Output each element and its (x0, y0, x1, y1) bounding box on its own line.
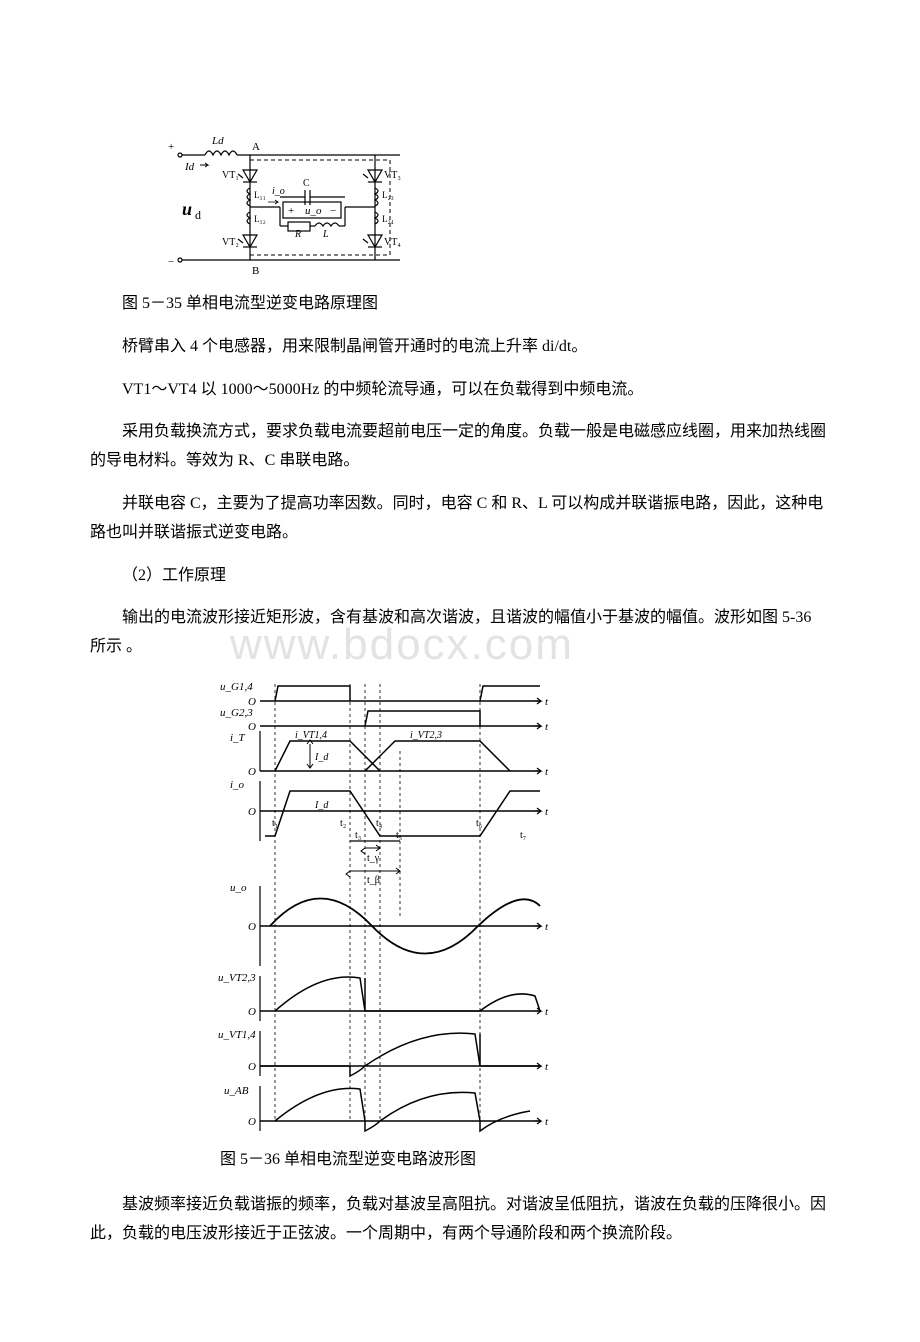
svg-text:i_VT1,4: i_VT1,4 (295, 730, 327, 741)
svg-text:I_d: I_d (314, 752, 329, 763)
svg-text:+: + (288, 205, 294, 217)
svg-text:t₇: t₇ (520, 830, 526, 841)
svg-text:R: R (294, 229, 301, 240)
svg-text:L: L (322, 229, 329, 240)
svg-text:t₁: t₁ (272, 818, 278, 829)
svg-text:u_AB: u_AB (224, 1085, 249, 1097)
paragraph-1: 桥臂串入 4 个电感器，用来限制晶闸管开通时的电流上升率 di/dt。 (90, 333, 830, 362)
svg-text:i_VT2,3: i_VT2,3 (410, 730, 442, 741)
paragraph-final: 基波频率接近负载谐振的频率，负载对基波呈高阻抗。对谐波呈低阻抗，谐波在负载的压降… (90, 1191, 830, 1249)
svg-text:O: O (248, 766, 256, 778)
svg-text:t: t (545, 1061, 549, 1073)
svg-text:L₁₂: L₁₂ (254, 214, 266, 224)
svg-text:VT₄: VT₄ (384, 237, 401, 248)
svg-text:d: d (195, 208, 201, 222)
svg-text:t: t (545, 696, 549, 708)
circuit-diagram: Ld + Id A − B u d (150, 130, 430, 280)
svg-text:+: + (168, 141, 174, 153)
svg-text:u_o: u_o (305, 205, 322, 217)
svg-text:t: t (545, 721, 549, 733)
paragraph-5: （2）工作原理 (90, 562, 830, 591)
waveform-diagram: u_G1,4 t O u_G2,3 t O i_T t O (200, 676, 580, 1136)
svg-text:t_β: t_β (367, 875, 380, 886)
svg-text:O: O (248, 806, 256, 818)
svg-text:u_G1,4: u_G1,4 (220, 681, 253, 693)
svg-text:t₅: t₅ (396, 830, 402, 841)
svg-text:C: C (303, 178, 310, 189)
svg-text:t_γ: t_γ (367, 853, 380, 864)
svg-text:O: O (248, 1006, 256, 1018)
svg-text:Id: Id (184, 161, 195, 173)
svg-text:t: t (545, 1116, 549, 1128)
paragraph-6: 输出的电流波形接近矩形波，含有基波和高次谐波，且谐波的幅值小于基波的幅值。波形如… (90, 604, 830, 662)
figure-5-35: Ld + Id A − B u d (150, 130, 830, 280)
paragraph-2: VT1～VT4 以 1000～5000Hz 的中频轮流导通，可以在负载得到中频电… (90, 376, 830, 405)
svg-text:u_VT1,4: u_VT1,4 (218, 1029, 256, 1041)
svg-text:t: t (545, 766, 549, 778)
svg-text:t: t (545, 921, 549, 933)
svg-text:t: t (545, 1006, 549, 1018)
svg-text:i_o: i_o (272, 186, 285, 197)
svg-text:Ld: Ld (211, 135, 224, 147)
svg-text:t₄: t₄ (376, 818, 383, 829)
svg-text:u_VT2,3: u_VT2,3 (218, 972, 256, 984)
svg-text:A: A (252, 141, 260, 153)
figure-5-35-caption: 图 5－35 单相电流型逆变电路原理图 (122, 290, 830, 319)
svg-text:O: O (248, 1061, 256, 1073)
svg-text:t₂: t₂ (340, 818, 346, 829)
svg-text:L₂₃: L₂₃ (382, 190, 394, 200)
page-content: Ld + Id A − B u d (90, 130, 830, 1248)
svg-text:VT₃: VT₃ (384, 170, 401, 181)
svg-text:i_T: i_T (230, 732, 246, 744)
svg-text:I_d: I_d (314, 800, 329, 811)
svg-text:i_o: i_o (230, 779, 245, 791)
paragraph-3: 采用负载换流方式，要求负载电流要超前电压一定的角度。负载一般是电磁感应线圈，用来… (90, 418, 830, 476)
svg-text:t₆: t₆ (476, 818, 483, 829)
figure-5-36: u_G1,4 t O u_G2,3 t O i_T t O (200, 676, 830, 1136)
svg-text:u: u (182, 199, 192, 219)
figure-5-36-caption: 图 5－36 单相电流型逆变电路波形图 (220, 1146, 830, 1175)
svg-text:L₁₁: L₁₁ (254, 190, 266, 200)
svg-text:VT₂: VT₂ (222, 237, 239, 248)
svg-text:O: O (248, 921, 256, 933)
paragraph-4: 并联电容 C，主要为了提高功率因数。同时，电容 C 和 R、L 可以构成并联谐振… (90, 490, 830, 548)
svg-text:VT₁: VT₁ (222, 170, 239, 181)
svg-text:O: O (248, 1116, 256, 1128)
svg-text:t: t (545, 806, 549, 818)
svg-text:O: O (248, 721, 256, 733)
svg-text:u_G2,3: u_G2,3 (220, 707, 253, 719)
svg-text:u_o: u_o (230, 882, 247, 894)
svg-text:B: B (252, 265, 259, 277)
svg-text:t₃: t₃ (355, 830, 361, 841)
svg-text:−: − (330, 205, 336, 217)
svg-text:−: − (168, 256, 174, 268)
svg-text:L₂₄: L₂₄ (382, 214, 394, 224)
